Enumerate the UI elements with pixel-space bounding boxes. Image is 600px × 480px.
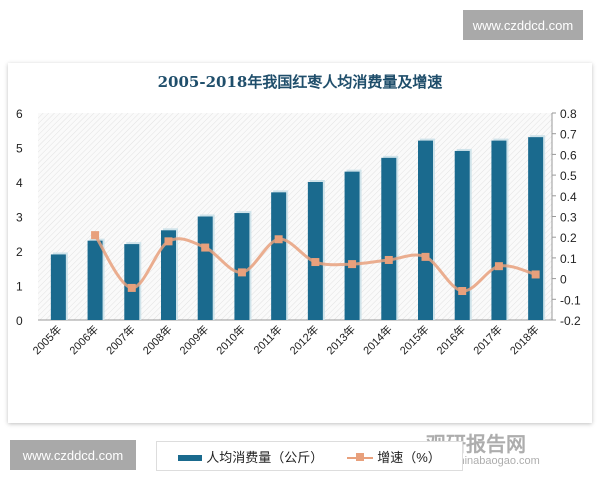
left-tick-label: 4 (16, 176, 23, 190)
growth-point (458, 287, 467, 296)
x-tick-label: 2015年 (397, 322, 432, 357)
legend-line-label: 增速（%） (377, 449, 441, 465)
brand-url: chinabaogao.com (453, 455, 540, 467)
bar (454, 150, 470, 320)
x-tick-label: 2014年 (360, 322, 395, 357)
x-tick-label: 2005年 (29, 322, 64, 357)
growth-point (237, 268, 246, 277)
x-tick-label: 2006年 (66, 322, 101, 357)
chart-card: 2005-2018年我国红枣人均消费量及增速 0 1 2 3 4 5 6 -0.2 -0.1 0 0… (8, 63, 592, 471)
growth-point (421, 252, 430, 261)
right-tick-label: 0.7 (560, 128, 577, 142)
growth-point (531, 270, 540, 279)
right-tick-label: 0 (560, 273, 567, 287)
watermark-top: www.czddcd.com (463, 10, 583, 40)
bar (271, 192, 287, 320)
right-tick-label: 0.8 (560, 107, 577, 121)
legend-line-swatch (347, 453, 374, 462)
right-tick-label: 0.3 (560, 211, 577, 225)
right-tick-label: 0.4 (560, 190, 577, 204)
plot-background (38, 113, 552, 320)
bar (381, 157, 397, 320)
left-tick-label: 6 (16, 107, 23, 121)
growth-point (274, 235, 283, 244)
legend-line: 增速（%） (347, 447, 441, 466)
x-tick-label: 2007年 (103, 322, 138, 357)
right-tick-label: -0.2 (560, 314, 581, 328)
x-tick-label: 2013年 (323, 322, 358, 357)
bar (307, 182, 323, 320)
growth-point (91, 231, 100, 240)
watermark-bottom: www.czddcd.com (10, 440, 136, 470)
bar (50, 254, 66, 320)
left-tick-label: 2 (16, 245, 23, 259)
bar (344, 171, 360, 320)
bar (234, 213, 250, 320)
x-tick-label: 2008年 (140, 322, 175, 357)
growth-point (348, 260, 357, 269)
bar (491, 140, 507, 320)
growth-point (201, 243, 210, 252)
growth-point (494, 262, 503, 271)
x-tick-label: 2012年 (286, 322, 321, 357)
legend-bar-swatch (178, 455, 203, 462)
x-tick-label: 2010年 (213, 322, 248, 357)
growth-point (384, 255, 393, 264)
left-tick-label: 1 (16, 280, 23, 294)
growth-point (311, 258, 320, 267)
chart-plot: 0 1 2 3 4 5 6 -0.2 -0.1 0 0.1 0.2 0.3 0.4 0.5 0.6 0.7 0.8… (16, 107, 581, 357)
left-tick-label: 3 (16, 211, 23, 225)
left-tick-label: 5 (16, 142, 23, 156)
growth-point (127, 283, 136, 292)
chart-title: 2005-2018年我国红枣人均消费量及增速 (157, 73, 443, 91)
x-tick-label: 2011年 (250, 322, 284, 356)
legend-bar-label: 人均消费量（公斤） (206, 449, 324, 465)
x-tick-label: 2017年 (470, 322, 505, 357)
right-tick-label: 0.2 (560, 231, 577, 245)
right-tick-label: 0.5 (560, 169, 577, 183)
growth-point (164, 237, 173, 246)
left-tick-label: 0 (16, 314, 23, 328)
x-tick-label: 2016年 (433, 322, 468, 357)
bar (528, 137, 544, 320)
bar (197, 216, 213, 320)
x-tick-label: 2009年 (176, 322, 211, 357)
legend: 人均消费量（公斤） 增速（%） (156, 441, 463, 471)
right-tick-label: -0.1 (560, 293, 581, 307)
x-tick-label: 2018年 (507, 322, 542, 357)
bar (418, 140, 433, 320)
bar (124, 244, 140, 320)
bar (161, 230, 176, 320)
bar (87, 240, 103, 320)
right-tick-label: 0.6 (560, 148, 577, 162)
right-tick-label: 0.1 (560, 252, 577, 266)
legend-bar: 人均消费量（公斤） (178, 447, 323, 466)
